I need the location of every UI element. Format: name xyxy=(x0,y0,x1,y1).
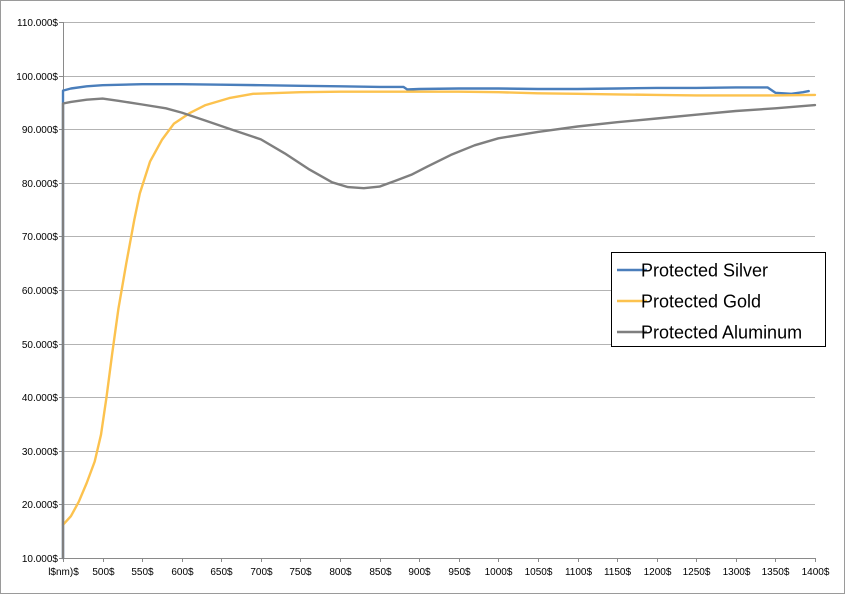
x-tick-label: 650$ xyxy=(210,567,233,578)
y-tick-label: 80.000$ xyxy=(22,179,59,190)
legend-box xyxy=(611,252,826,347)
x-tick-label: 1250$ xyxy=(683,567,711,578)
legend: Protected Silver Protected Gold Protected … xyxy=(611,252,826,347)
series-lines xyxy=(61,83,817,560)
y-tick-label: 20.000$ xyxy=(22,500,59,511)
x-axis-ticks: l$nm)$ 500$ 550$ 600$ 650$ 700$ 750$ 800$ 850$ 90… xyxy=(48,558,830,578)
y-axis-ticks: 10.000$ 20.000$ 30.000$ 40.000$ 50.000$ 60.00… xyxy=(16,18,63,565)
x-tick-label: 1200$ xyxy=(644,567,672,578)
y-tick-label: 70.000$ xyxy=(22,232,59,243)
x-tick-label: 750$ xyxy=(289,567,312,578)
series-line-protected-silver xyxy=(61,83,810,560)
x-tick-label: 700$ xyxy=(250,567,273,578)
x-tick-label: 950$ xyxy=(448,567,471,578)
y-tick-label: 30.000$ xyxy=(22,447,59,458)
x-tick-label: 500$ xyxy=(92,567,115,578)
legend-label: Protected Aluminum xyxy=(641,323,802,343)
legend-label: Protected Silver xyxy=(641,261,768,281)
x-tick-label: 1400$ xyxy=(802,567,830,578)
series-line-protected-aluminum xyxy=(61,97,817,560)
x-tick-label: 900$ xyxy=(408,567,431,578)
x-tick-label: 1000$ xyxy=(485,567,513,578)
y-tick-label: 110.000$ xyxy=(17,18,58,29)
x-tick-label: 1050$ xyxy=(525,567,553,578)
x-tick-label: 850$ xyxy=(369,567,392,578)
x-tick-label: 1350$ xyxy=(762,567,790,578)
x-tick-label: 1300$ xyxy=(723,567,751,578)
legend-label: Protected Gold xyxy=(641,292,761,312)
x-tick-label: 600$ xyxy=(171,567,194,578)
x-tick-label: l$nm)$ xyxy=(48,567,79,578)
y-tick-label: 10.000$ xyxy=(22,554,59,565)
y-tick-label: 90.000$ xyxy=(22,125,59,136)
x-tick-label: 800$ xyxy=(329,567,352,578)
x-tick-label: 550$ xyxy=(131,567,154,578)
series-line-protected-gold xyxy=(61,90,817,526)
y-tick-label: 60.000$ xyxy=(22,286,59,297)
x-tick-label: 1100$ xyxy=(565,567,593,578)
y-tick-label: 100.000$ xyxy=(16,72,58,83)
y-tick-label: 50.000$ xyxy=(22,340,59,351)
y-tick-label: 40.000$ xyxy=(22,393,59,404)
gridlines xyxy=(63,22,815,505)
x-tick-label: 1150$ xyxy=(604,567,632,578)
